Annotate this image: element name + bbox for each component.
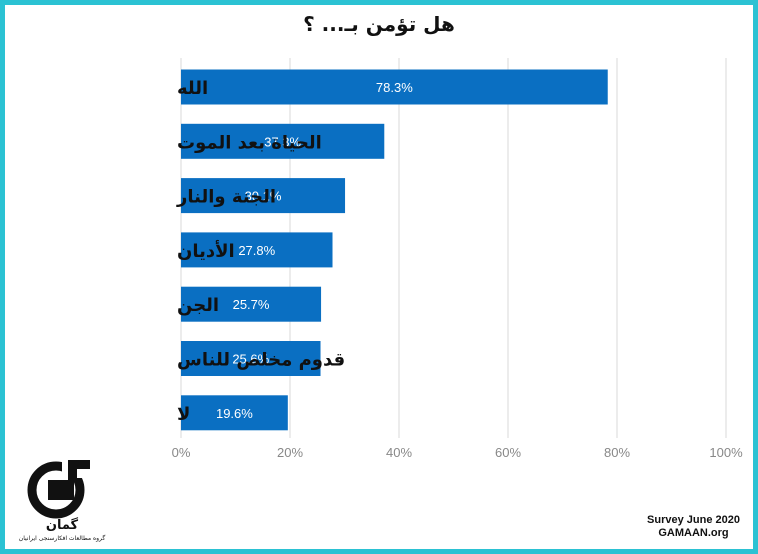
x-tick-label: 80% <box>604 445 630 460</box>
x-tick-label: 40% <box>386 445 412 460</box>
footer-survey-date: Survey June 2020 <box>647 514 740 526</box>
category-label: قدوم مخلص للناس <box>177 350 345 371</box>
x-axis-ticks: 0% 20% 40% 60% 80% 100% <box>172 445 743 460</box>
bar <box>181 286 322 322</box>
x-tick-label: 0% <box>172 445 191 460</box>
logo-subtitle: گروه مطالعات افکارسنجی ایرانیان <box>18 535 106 542</box>
bar <box>181 123 385 159</box>
category-label: الجنة والنار <box>176 187 276 208</box>
category-label: الله <box>177 78 208 99</box>
bar-value-label: 25.6% <box>232 352 269 367</box>
bar <box>181 341 321 376</box>
category-label: الأديان <box>177 240 235 262</box>
bars: 78.3% 37.3% 30.1% 27.8% 25.7% 25.6% 19.6% <box>181 69 608 431</box>
bar-value-label: 30.1% <box>245 189 282 204</box>
bar <box>181 395 288 431</box>
bar-value-label: 19.6% <box>216 406 253 421</box>
footer-website: GAMAAN.org <box>658 527 729 539</box>
category-labels: الله الحياة بعد الموت الجنة والنار الأديان ا… <box>176 78 345 425</box>
category-label: لا <box>177 404 190 425</box>
x-tick-label: 60% <box>495 445 521 460</box>
bar <box>181 232 333 268</box>
bar-value-label: 78.3% <box>376 80 413 95</box>
bar-value-label: 27.8% <box>238 243 275 258</box>
logo-wordmark: گمان <box>45 518 79 533</box>
x-tick-label: 100% <box>709 445 743 460</box>
gamaan-logo: گمان گروه مطالعات افکارسنجی ایرانیان <box>14 456 110 546</box>
bar-value-label: 37.3% <box>264 134 301 149</box>
bar <box>181 69 608 105</box>
chart-title: هل تؤمن بـ... ؟ <box>303 12 455 36</box>
bar <box>181 178 346 214</box>
footer-credit: Survey June 2020 GAMAAN.org <box>647 514 740 540</box>
bar-value-label: 25.7% <box>233 297 270 312</box>
x-tick-label: 20% <box>277 445 303 460</box>
gamaan-logo-icon <box>27 456 92 519</box>
category-label: الجن <box>177 295 219 316</box>
category-label: الحياة بعد الموت <box>177 132 322 153</box>
